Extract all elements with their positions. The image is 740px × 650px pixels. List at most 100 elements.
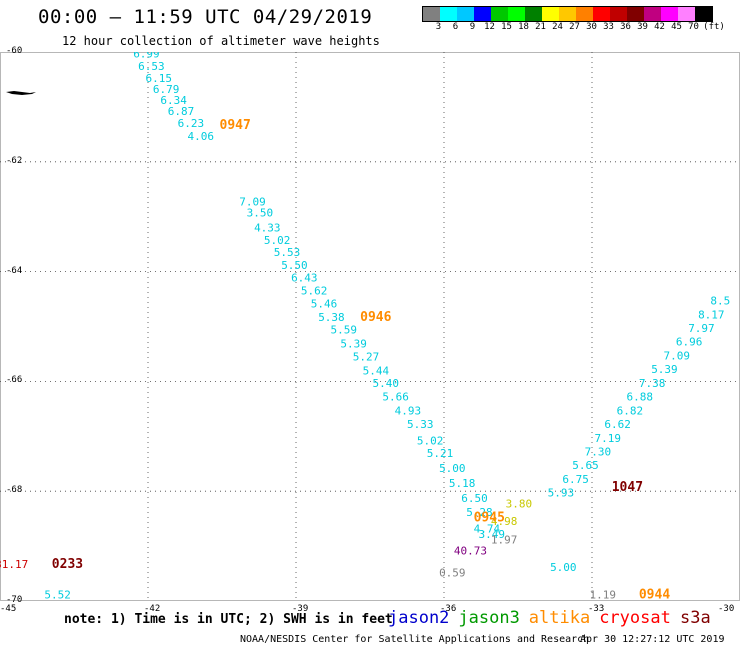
color-swatch-3 — [474, 7, 491, 21]
wave-height-point: 6.79 — [153, 83, 180, 96]
color-scale-label: 39 — [637, 22, 648, 32]
color-swatch-1 — [440, 7, 457, 21]
pass-time-label: 0945 — [474, 510, 505, 525]
wave-height-point: 5.93 — [548, 487, 575, 500]
wave-height-point: 6.23 — [178, 117, 205, 130]
latitude-label: -62 — [6, 155, 23, 166]
color-scale-label: 3 — [435, 22, 442, 32]
wave-height-point: 6.43 — [291, 271, 318, 284]
color-swatch-9 — [576, 7, 593, 21]
wave-height-point: 8.17 — [698, 308, 725, 321]
longitude-label: -39 — [292, 604, 309, 614]
wave-height-point: 5.00 — [550, 561, 577, 574]
wave-height-point: 7.09 — [239, 196, 266, 209]
latitude-label: -66 — [6, 375, 23, 386]
color-scale-bar — [422, 6, 713, 22]
wave-height-point: 5.66 — [382, 391, 409, 404]
color-swatch-7 — [542, 7, 559, 21]
color-scale-label: 6 — [452, 22, 459, 32]
color-swatch-11 — [610, 7, 627, 21]
wave-height-point: 5.40 — [372, 377, 399, 390]
credit-text: NOAA/NESDIS Center for Satellite Applica… — [240, 634, 590, 645]
wave-height-point: 5.21 — [427, 447, 454, 460]
wave-height-point: 3.50 — [247, 207, 274, 220]
wave-height-point: 5.02 — [264, 234, 291, 247]
color-scale-label: 24 — [552, 22, 563, 32]
wave-height-point: 7.09 — [664, 349, 691, 362]
color-scale-label: 15 — [501, 22, 512, 32]
color-scale-label: 70 — [688, 22, 699, 32]
satellite-label-altika: altika — [528, 608, 591, 628]
wave-height-point: 5.18 — [449, 477, 476, 490]
longitude-label: -42 — [144, 604, 161, 614]
wave-height-point: 31.17 — [0, 558, 28, 571]
wave-height-point: 1.19 — [590, 588, 617, 601]
latitude-label: -70 — [6, 595, 23, 605]
longitude-label: -36 — [440, 604, 457, 614]
wave-height-point: 5.44 — [363, 364, 390, 377]
wave-height-point: 40.73 — [454, 544, 487, 557]
color-scale-label: 36 — [620, 22, 631, 32]
satellite-label-s3a: s3a — [680, 608, 711, 628]
wave-height-point: 5.28 — [466, 506, 493, 519]
wave-height-point: 5.53 — [274, 246, 301, 259]
wave-height-point: 4.74 — [474, 522, 501, 535]
wave-height-point: 5.62 — [301, 285, 328, 298]
pass-time-label: 1047 — [612, 480, 643, 495]
color-swatch-4 — [491, 7, 508, 21]
wave-height-point: 8.5 — [710, 295, 730, 308]
wave-height-point: 5.27 — [353, 351, 380, 364]
color-swatch-10 — [593, 7, 610, 21]
wave-height-point: 5.65 — [572, 459, 599, 472]
color-swatch-14 — [661, 7, 678, 21]
wave-height-point: 6.82 — [617, 404, 644, 417]
wave-height-point: 5.33 — [407, 418, 434, 431]
wave-height-point: 5.39 — [340, 337, 367, 350]
color-scale-unit: (ft) — [703, 22, 725, 32]
pass-time-label: 0233 — [52, 557, 83, 572]
wave-height-point: 3.49 — [479, 528, 506, 541]
color-scale-label: 12 — [484, 22, 495, 32]
satellite-label-jason2: jason2 — [388, 608, 450, 628]
wave-height-point: 6.34 — [160, 94, 187, 107]
color-swatch-2 — [457, 7, 474, 21]
color-scale-label: 27 — [569, 22, 580, 32]
wave-height-point: 6.87 — [168, 105, 195, 118]
map-title: 00:00 – 11:59 UTC 04/29/2019 — [38, 6, 373, 28]
wave-height-point: 5.02 — [417, 435, 444, 448]
note-text: note: 1) Time is in UTC; 2) SWH is in fe… — [64, 612, 393, 627]
color-swatch-13 — [644, 7, 661, 21]
color-swatch-16 — [695, 7, 712, 21]
wave-height-point: 4.06 — [187, 130, 214, 143]
color-swatch-5 — [508, 7, 525, 21]
altimeter-map: 6.996.536.156.796.346.876.234.067.093.50… — [0, 52, 740, 601]
wave-height-point: 4.93 — [395, 404, 422, 417]
wave-height-point: 5.38 — [318, 311, 345, 324]
generated-time: Apr 30 12:27:12 UTC 2019 — [580, 634, 725, 645]
color-scale-label: 18 — [518, 22, 529, 32]
wave-height-point: 6.96 — [676, 336, 703, 349]
color-swatch-6 — [525, 7, 542, 21]
satellite-label-cryosat: cryosat — [599, 608, 671, 628]
pass-time-label: 0946 — [360, 310, 391, 325]
wave-height-point: 6.50 — [461, 492, 488, 505]
longitude-label: -30 — [718, 604, 735, 614]
color-scale-label: 33 — [603, 22, 614, 32]
color-scale-label: 45 — [671, 22, 682, 32]
color-scale-label: 9 — [469, 22, 476, 32]
wave-height-point: 5.39 — [651, 363, 678, 376]
color-scale-labels: 3 6 9 12 15 18 21 24 27 30 33 36 39 42 45 70 (ft) — [422, 22, 725, 34]
color-swatch-15 — [678, 7, 695, 21]
latitude-label: -64 — [6, 265, 23, 276]
color-swatch-0 — [423, 7, 440, 21]
longitude-label: -33 — [588, 604, 605, 614]
latitude-label: -68 — [6, 485, 23, 496]
wave-height-point: 6.62 — [604, 418, 631, 431]
map-subtitle: 12 hour collection of altimeter wave hei… — [62, 34, 380, 48]
wave-height-point: 5.59 — [331, 324, 358, 337]
color-scale-label: 42 — [654, 22, 665, 32]
land-outline — [6, 91, 36, 95]
latitude-label: -60 — [6, 46, 23, 56]
wave-height-point: 4.98 — [491, 515, 518, 528]
wave-height-point: 7.30 — [585, 446, 612, 459]
